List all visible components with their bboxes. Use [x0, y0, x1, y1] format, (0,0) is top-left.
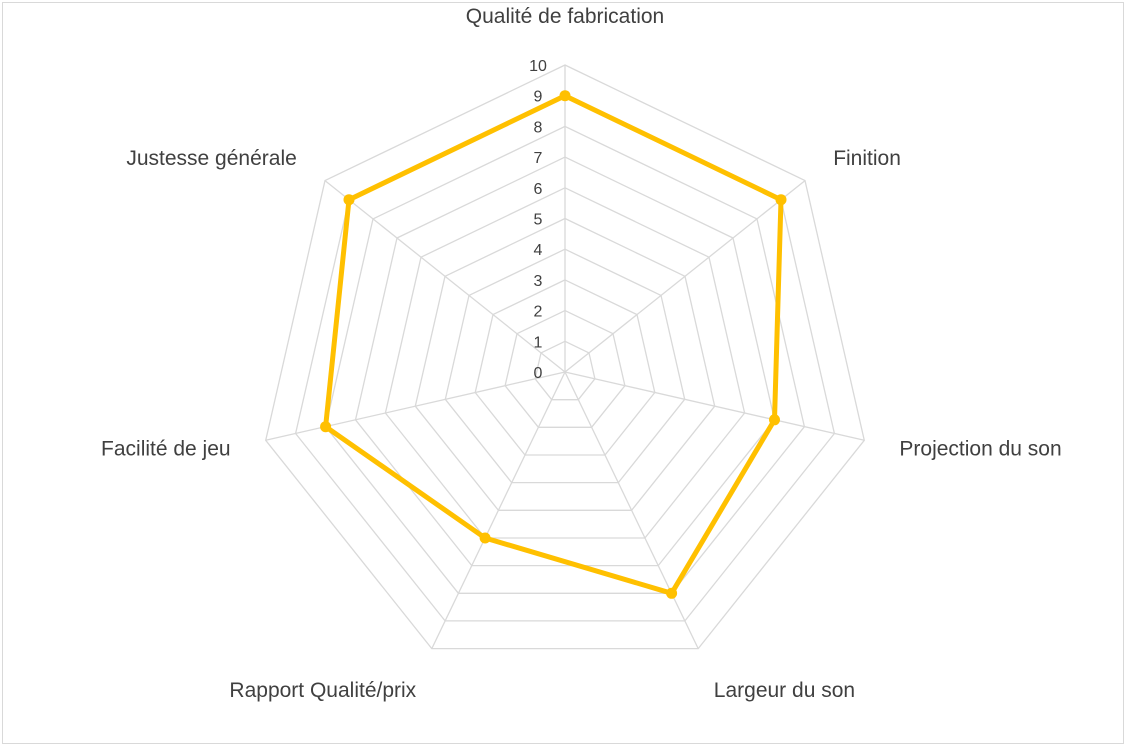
grid-ring: [354, 156, 776, 567]
grid-spoke: [564, 180, 806, 373]
tick-label: 0: [534, 365, 543, 382]
data-point: [559, 90, 571, 102]
grid-spoke: [564, 371, 865, 441]
tick-label: 7: [534, 150, 543, 167]
data-point: [666, 587, 678, 599]
tick-label: 4: [534, 242, 543, 259]
grid-spoke: [265, 371, 566, 441]
grid-ring: [294, 94, 836, 622]
grid-ring: [324, 125, 806, 594]
radar-tick-labels: 0 1 2 3 4 5 6 7 8 9 10: [529, 58, 547, 382]
data-point: [320, 421, 332, 433]
grid-ring: [504, 309, 626, 428]
category-label: Finition: [833, 147, 901, 170]
data-point: [769, 414, 780, 426]
grid-spoke: [324, 180, 566, 373]
category-label: Qualité de fabrication: [466, 5, 664, 28]
grid-ring: [414, 217, 716, 511]
grid-ring: [474, 279, 656, 456]
category-label: Rapport Qualité/prix: [229, 679, 416, 702]
radar-grid: [264, 64, 866, 650]
grid-ring: [384, 187, 746, 539]
tick-label: 1: [534, 334, 543, 351]
grid-ring: [444, 248, 686, 484]
category-label: Projection du son: [899, 437, 1061, 460]
grid-spoke: [564, 371, 699, 649]
radar-axes: [265, 65, 865, 649]
series-line: [323, 93, 784, 596]
radar-series: [320, 90, 787, 599]
category-label: Justesse générale: [126, 147, 296, 170]
grid-ring: [534, 340, 596, 401]
data-point: [775, 194, 787, 206]
tick-label: 9: [534, 89, 543, 106]
data-point: [479, 532, 491, 544]
tick-label: 5: [534, 212, 543, 229]
tick-label: 8: [534, 119, 543, 136]
radar-category-labels: Qualité de fabrication Finition Projection…: [101, 5, 1062, 702]
data-point: [343, 194, 355, 206]
category-label: Largeur du son: [714, 679, 855, 702]
tick-label: 6: [534, 181, 543, 198]
grid-ring: [264, 64, 866, 650]
category-label: Facilité de jeu: [101, 437, 231, 460]
tick-label: 10: [529, 58, 547, 75]
tick-label: 2: [534, 304, 543, 321]
grid-spoke: [431, 371, 566, 649]
tick-label: 3: [534, 273, 543, 290]
